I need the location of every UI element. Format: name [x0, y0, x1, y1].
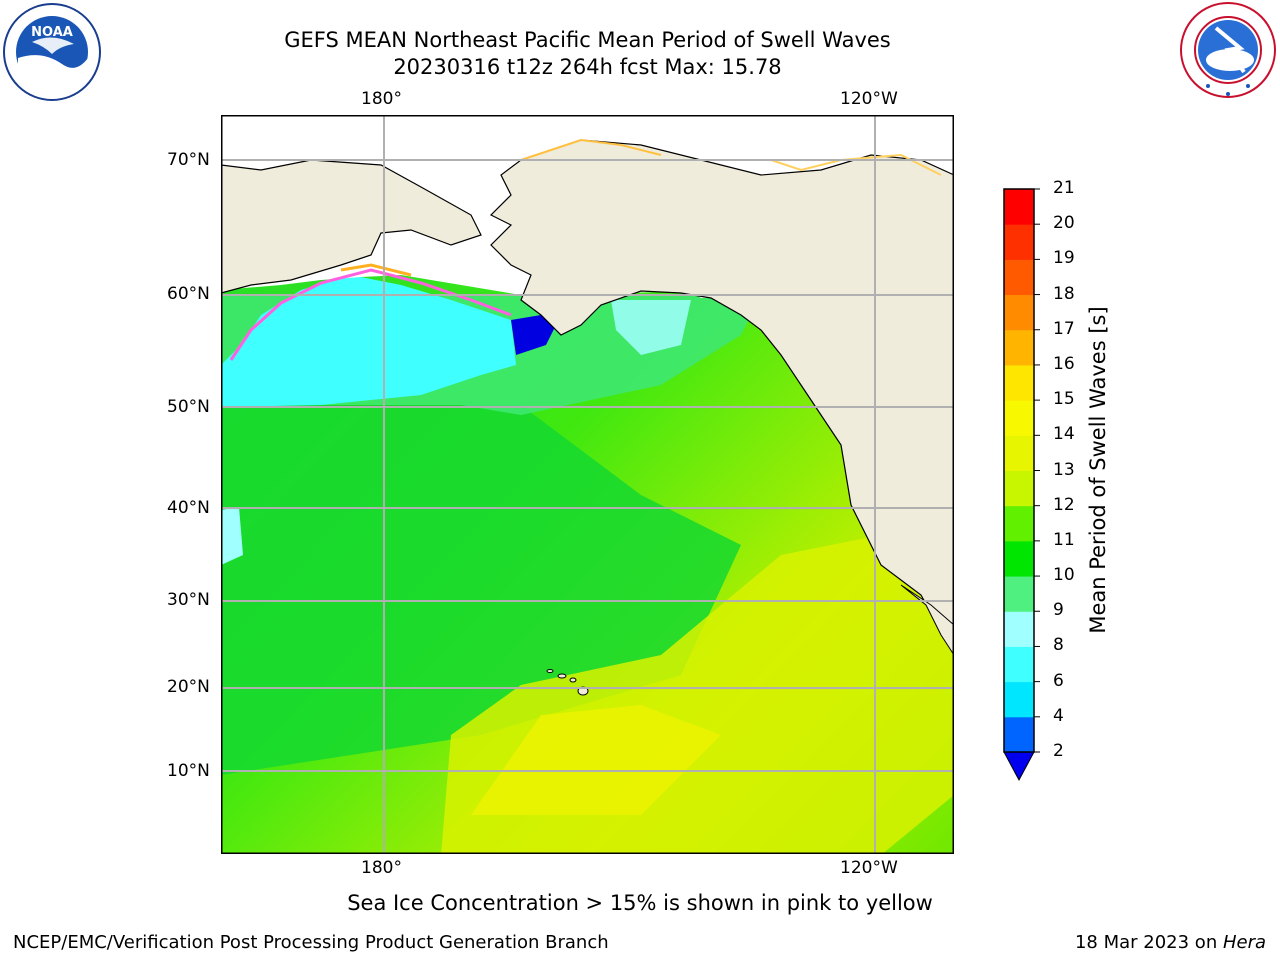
colorbar-segment [1004, 611, 1034, 647]
colorbar-tick-label: 19 [1053, 248, 1075, 269]
lat-label-20n: 20°N [167, 677, 210, 697]
lon-label-bottom-180: 180° [361, 858, 402, 878]
colorbar-segment [1004, 329, 1034, 366]
land-chukotka [221, 159, 482, 294]
lat-label-40n: 40°N [167, 498, 210, 518]
footer-machine: Hera [1222, 932, 1266, 953]
colorbar-segment [1004, 189, 1034, 225]
nws-logo [1180, 2, 1276, 98]
colorbar-tick-label: 15 [1053, 389, 1075, 410]
lat-label-30n: 30°N [167, 590, 210, 610]
swell-period-map [221, 115, 954, 854]
colorbar-segment [1004, 505, 1034, 542]
colorbar-segment [1004, 576, 1034, 612]
lat-label-10n: 10°N [167, 761, 210, 781]
lat-label-60n: 60°N [167, 284, 210, 304]
ocean-zone-8s [221, 507, 243, 565]
colorbar-segment [1004, 540, 1034, 577]
colorbar-tick-label: 11 [1053, 529, 1075, 550]
colorbar-segment [1004, 681, 1034, 718]
lat-label-70n: 70°N [167, 150, 210, 170]
footer-date-text: 18 Mar 2023 on [1074, 932, 1223, 953]
colorbar-tick-label: 18 [1053, 283, 1075, 304]
colorbar [1003, 188, 1040, 782]
colorbar-tick-label: 4 [1053, 705, 1064, 726]
colorbar-segment [1004, 294, 1034, 331]
land-baja [900, 584, 954, 656]
map-subtitle: 20230316 t12z 264h fcst Max: 15.78 [393, 55, 782, 79]
colorbar-tick-label: 8 [1053, 635, 1064, 656]
colorbar-tick-label: 10 [1053, 565, 1075, 586]
colorbar-segment [1004, 364, 1034, 401]
graticule [221, 115, 954, 854]
colorbar-segment [1004, 470, 1034, 507]
colorbar-tick-label: 12 [1053, 494, 1075, 515]
colorbar-tick-label: 2 [1053, 741, 1064, 761]
colorbar-segment [1004, 435, 1034, 471]
colorbar-tick-label: 6 [1053, 670, 1064, 691]
colorbar-segment [1004, 400, 1034, 436]
gulf-of-alaska-field [611, 300, 691, 355]
colorbar-tick-label: 14 [1053, 424, 1075, 445]
colorbar-segment [1004, 259, 1034, 296]
noaa-logo-text: NOAA [31, 25, 73, 40]
bering-sea-field [221, 275, 516, 407]
lon-label-bottom-120w: 120°W [840, 858, 898, 878]
colorbar-title: Mean Period of Swell Waves [s] [1086, 306, 1110, 634]
colorbar-tick-label: 20 [1053, 213, 1075, 234]
bristol-bay-field [511, 315, 556, 355]
colorbar-segment [1004, 716, 1034, 753]
colorbar-tick-label: 21 [1053, 178, 1075, 198]
lat-label-50n: 50°N [167, 397, 210, 417]
colorbar-tick-label: 17 [1053, 318, 1075, 339]
colorbar-segment [1004, 224, 1034, 260]
map-title: GEFS MEAN Northeast Pacific Mean Period … [284, 28, 891, 52]
noaa-logo: NOAA [3, 3, 101, 101]
lon-label-top-120w: 120°W [840, 89, 898, 109]
colorbar-tick-label: 13 [1053, 459, 1075, 480]
colorbar-tick-label: 9 [1053, 600, 1064, 621]
map-frame [221, 115, 954, 854]
ocean-zone-14s [471, 705, 721, 815]
lon-label-top-180: 180° [361, 89, 402, 109]
footer-credit: NCEP/EMC/Verification Post Processing Pr… [13, 932, 609, 953]
colorbar-under-triangle [1003, 751, 1035, 782]
colorbar-tick-label: 16 [1053, 353, 1075, 374]
sea-ice-note-text: Sea Ice Concentration > 15% is shown in … [347, 891, 933, 915]
sea-ice-note: Sea Ice Concentration > 15% is shown in … [0, 891, 1280, 915]
footer-date: 18 Mar 2023 on Hera [1075, 932, 1266, 953]
colorbar-segment [1004, 646, 1034, 683]
